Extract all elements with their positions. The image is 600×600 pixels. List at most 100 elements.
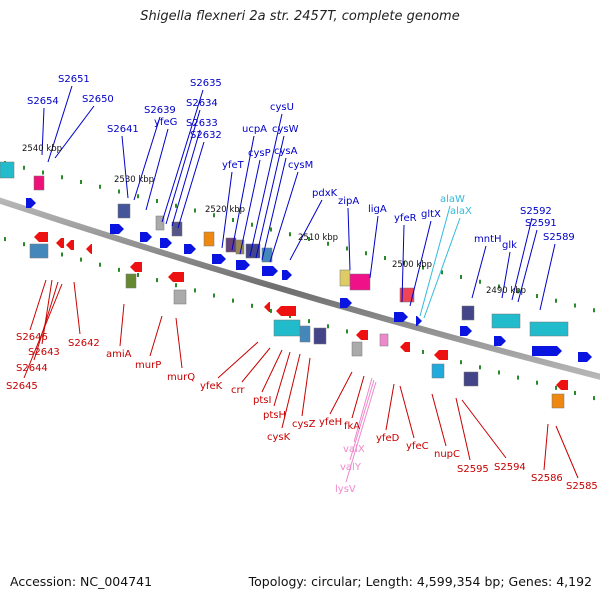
forward-gene-arrow[interactable] (460, 326, 472, 336)
forward-gene-block[interactable] (461, 305, 475, 321)
reverse-gene-label[interactable]: yfeH (319, 417, 342, 428)
forward-gene-label[interactable]: yfeG (154, 117, 177, 128)
forward-gene-block[interactable] (491, 313, 521, 329)
forward-gene-label[interactable]: S2591 (525, 218, 557, 229)
forward-gene-label[interactable]: S2650 (82, 94, 114, 105)
forward-gene-arrow[interactable] (236, 260, 250, 270)
reverse-gene-label[interactable]: fkA (344, 421, 360, 432)
reverse-gene-block[interactable] (431, 363, 445, 379)
reverse-gene-label[interactable]: amiA (106, 349, 132, 360)
forward-gene-label[interactable]: ligA (368, 204, 387, 215)
rna-gene-label[interactable]: valY (340, 462, 362, 473)
forward-gene-block[interactable] (399, 287, 415, 303)
reverse-gene-block[interactable] (273, 319, 301, 337)
reverse-gene-block[interactable] (125, 273, 137, 289)
forward-gene-arrow[interactable] (578, 352, 592, 362)
forward-gene-block[interactable] (33, 175, 45, 191)
reverse-gene-label[interactable]: cysK (267, 432, 291, 443)
reverse-gene-block[interactable] (29, 243, 49, 259)
forward-gene-block[interactable] (225, 237, 237, 253)
forward-gene-arrow[interactable] (416, 316, 422, 326)
forward-gene-block[interactable] (203, 231, 215, 247)
forward-gene-arrow[interactable] (394, 312, 408, 322)
forward-gene-label[interactable]: S2641 (107, 124, 139, 135)
reverse-gene-arrow[interactable] (400, 342, 410, 352)
reverse-gene-label[interactable]: murQ (167, 372, 195, 383)
forward-gene-arrow[interactable] (160, 238, 172, 248)
forward-gene-label[interactable]: cysW (272, 124, 299, 135)
reverse-gene-arrow[interactable] (168, 272, 184, 282)
forward-gene-label[interactable]: S2589 (543, 232, 575, 243)
forward-gene-label[interactable]: S2654 (27, 96, 59, 107)
reverse-gene-label[interactable]: ptsH (263, 410, 286, 421)
forward-gene-label[interactable]: pdxK (312, 188, 338, 199)
forward-gene-label[interactable]: S2632 (190, 130, 222, 141)
forward-gene-label[interactable]: cysP (248, 148, 271, 159)
reverse-gene-label[interactable]: nupC (434, 449, 460, 460)
forward-gene-label[interactable]: S2633 (186, 118, 218, 129)
forward-gene-block[interactable] (117, 203, 131, 219)
reverse-gene-arrow[interactable] (56, 238, 64, 248)
forward-gene-label[interactable]: yfeR (394, 213, 417, 224)
reverse-gene-block[interactable] (379, 333, 389, 347)
forward-gene-label[interactable]: S2639 (144, 105, 176, 116)
forward-gene-label[interactable]: zipA (338, 196, 359, 207)
forward-gene-label[interactable]: cysM (288, 160, 313, 171)
reverse-gene-label[interactable]: cysZ (292, 419, 316, 430)
rna-gene-label[interactable]: valX (343, 444, 365, 455)
reverse-gene-label[interactable]: murP (135, 360, 161, 371)
reverse-gene-arrow[interactable] (264, 302, 270, 312)
forward-gene-block[interactable] (349, 273, 371, 291)
reverse-gene-label[interactable]: crr (231, 385, 245, 396)
forward-gene-label[interactable]: S2634 (186, 98, 218, 109)
forward-gene-arrow[interactable] (340, 298, 352, 308)
reverse-gene-arrow[interactable] (66, 240, 74, 250)
forward-gene-block[interactable] (339, 269, 351, 287)
forward-gene-arrow[interactable] (26, 198, 36, 208)
forward-gene-arrow[interactable] (212, 254, 226, 264)
trna-gene-label[interactable]: alaX (450, 206, 472, 217)
reverse-gene-block[interactable] (463, 371, 479, 387)
reverse-gene-block[interactable] (551, 393, 565, 409)
rna-gene-label[interactable]: lysV (335, 484, 356, 495)
reverse-gene-block[interactable] (351, 341, 363, 357)
reverse-gene-arrow[interactable] (434, 350, 448, 360)
forward-gene-label[interactable]: cysA (274, 146, 298, 157)
forward-gene-arrow[interactable] (110, 224, 124, 234)
forward-gene-label[interactable]: S2651 (58, 74, 90, 85)
reverse-gene-label[interactable]: S2645 (6, 381, 38, 392)
reverse-gene-label[interactable]: S2595 (457, 464, 489, 475)
reverse-gene-label[interactable]: S2585 (566, 481, 598, 492)
reverse-gene-label[interactable]: S2643 (28, 347, 60, 358)
forward-gene-arrow[interactable] (282, 270, 292, 280)
reverse-gene-block[interactable] (299, 325, 311, 343)
reverse-gene-label[interactable]: S2586 (531, 473, 563, 484)
forward-gene-label[interactable]: S2635 (190, 78, 222, 89)
forward-gene-block[interactable] (171, 221, 183, 237)
forward-gene-label[interactable]: glk (502, 240, 517, 251)
reverse-gene-arrow[interactable] (86, 244, 92, 254)
forward-gene-label[interactable]: yfeT (222, 160, 245, 171)
forward-gene-block[interactable] (0, 161, 15, 179)
forward-gene-arrow[interactable] (532, 346, 562, 356)
reverse-gene-label[interactable]: S2646 (16, 332, 48, 343)
reverse-gene-label[interactable]: S2594 (494, 462, 526, 473)
forward-gene-arrow[interactable] (184, 244, 196, 254)
reverse-gene-label[interactable]: yfeK (200, 381, 223, 392)
reverse-gene-block[interactable] (173, 289, 187, 305)
forward-gene-label[interactable]: ucpA (242, 124, 267, 135)
forward-gene-arrow[interactable] (494, 336, 506, 346)
forward-gene-block[interactable] (155, 215, 165, 231)
forward-gene-label[interactable]: gltX (421, 209, 441, 220)
forward-gene-label[interactable]: S2592 (520, 206, 552, 217)
reverse-gene-label[interactable]: yfeC (406, 441, 429, 452)
forward-gene-label[interactable]: mntH (474, 234, 502, 245)
forward-gene-arrow[interactable] (140, 232, 152, 242)
reverse-gene-arrow[interactable] (356, 330, 368, 340)
forward-gene-label[interactable]: cysU (270, 102, 294, 113)
reverse-gene-arrow[interactable] (130, 262, 142, 272)
reverse-gene-label[interactable]: S2642 (68, 338, 100, 349)
reverse-gene-block[interactable] (313, 327, 327, 345)
trna-gene-label[interactable]: alaW (440, 194, 465, 205)
